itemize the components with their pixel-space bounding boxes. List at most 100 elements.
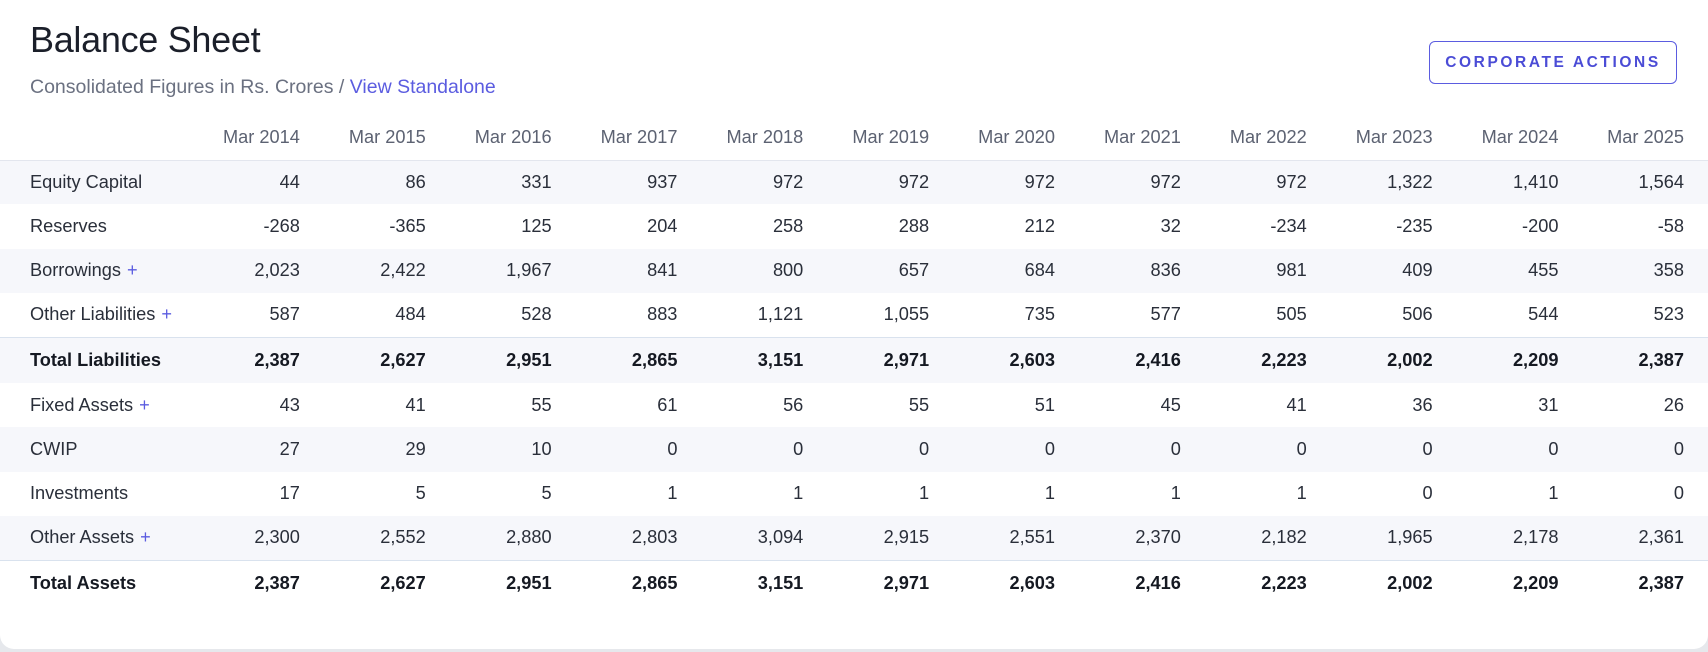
value-cell: 2,209 — [1512, 573, 1559, 594]
table-body: Equity Capital 44 86 331 937 972 972 972 972 972 1… — [0, 160, 1708, 606]
row-label-cell: Total Assets — [0, 560, 200, 606]
value-cell: 506 — [1402, 304, 1433, 325]
expand-plus-icon[interactable]: + — [140, 527, 151, 548]
value-cell: 2,627 — [325, 337, 452, 384]
value-cell: 45 — [1160, 394, 1181, 415]
value-cell: 972 — [703, 160, 830, 205]
row-label: Total Liabilities — [30, 349, 162, 370]
value-cell: 0 — [1458, 427, 1585, 472]
value-cell: 125 — [521, 215, 552, 236]
value-cell: 43 — [279, 394, 300, 415]
value-cell: 2,416 — [1081, 337, 1207, 384]
table-row[interactable]: Other Assets +2,300 2,552 2,880 2,803 3,094 2,… — [0, 516, 1708, 561]
value-cell: 2,223 — [1261, 573, 1307, 594]
value-cell: 1 — [1044, 483, 1056, 504]
value-cell: 505 — [1276, 304, 1307, 325]
row-label-cell: Equity Capital — [0, 160, 200, 205]
value-cell: 26 — [1663, 394, 1684, 415]
value-cell: 1,055 — [883, 304, 930, 325]
value-cell: 2,551 — [955, 516, 1082, 561]
view-standalone-link[interactable]: View Standalone — [349, 76, 496, 98]
corporate-actions-button[interactable]: CORPORATE ACTIONS — [1429, 41, 1677, 84]
value-cell: 1,410 — [1458, 160, 1585, 205]
row-label: Total Assets — [30, 573, 137, 594]
value-cell: 2,971 — [883, 573, 930, 594]
table-row: CWIP 27 29 10 0 0 0 0 0 0 0 0 0 — [0, 427, 1708, 472]
value-cell: 29 — [325, 427, 452, 472]
value-cell: 55 — [908, 394, 930, 415]
column-header: Mar 2021 — [1081, 116, 1207, 161]
value-cell: 1 — [1170, 483, 1181, 504]
value-cell: 0 — [829, 427, 956, 472]
value-cell: 836 — [1081, 248, 1207, 293]
value-cell: 2,971 — [829, 337, 956, 384]
value-cell: 577 — [1150, 304, 1181, 325]
value-cell: 31 — [1538, 394, 1559, 415]
row-label: CWIP — [30, 439, 78, 460]
table-row[interactable]: Fixed Assets +43 41 55 61 56 55 51 45 41 36 31 26 — [0, 383, 1708, 427]
value-cell: 2,361 — [1584, 516, 1708, 561]
column-header: Mar 2023 — [1332, 116, 1459, 161]
balance-sheet-table: Mar 2014 Mar 2015 Mar 2016 Mar 2017 Mar 2018… — [0, 116, 1708, 606]
value-cell: 41 — [405, 394, 426, 415]
value-cell: 2,552 — [325, 516, 452, 561]
value-cell: 2,178 — [1458, 516, 1585, 561]
row-label-cell[interactable]: Other Assets + — [0, 516, 200, 561]
value-cell: 51 — [1034, 394, 1056, 415]
value-cell: 2,387 — [254, 573, 300, 594]
value-cell: 2,002 — [1332, 337, 1459, 384]
total-row: Total Liabilities 2,387 2,627 2,951 2,865 3,1… — [0, 337, 1708, 384]
value-cell: 981 — [1206, 248, 1333, 293]
value-cell: 1 — [667, 483, 678, 504]
value-cell: 2,422 — [325, 248, 452, 293]
value-cell: 2,915 — [829, 516, 956, 561]
page-title: Balance Sheet — [30, 19, 261, 60]
value-cell: 2,370 — [1081, 516, 1207, 561]
row-label: Fixed Assets — [30, 394, 134, 415]
value-cell: 5 — [415, 483, 426, 504]
value-cell: 684 — [955, 248, 1082, 293]
expand-plus-icon[interactable]: + — [139, 394, 150, 415]
value-cell: 937 — [577, 160, 704, 205]
value-cell: 2,416 — [1135, 573, 1181, 594]
row-label: Other Liabilities — [30, 304, 156, 325]
row-label-cell[interactable]: Fixed Assets + — [0, 383, 200, 427]
value-cell: 972 — [829, 160, 956, 205]
value-cell: 288 — [898, 215, 930, 236]
row-label-cell: CWIP — [0, 427, 200, 472]
value-cell: 544 — [1528, 304, 1559, 325]
value-cell: 2,951 — [506, 573, 552, 594]
value-cell: 735 — [1024, 304, 1056, 325]
value-cell: 2,300 — [200, 516, 326, 561]
value-cell: 455 — [1458, 248, 1585, 293]
value-cell: 0 — [1673, 483, 1684, 504]
value-cell: -58 — [1657, 215, 1684, 236]
subtitle-text: Consolidated Figures in Rs. Crores — [30, 76, 334, 98]
expand-plus-icon[interactable]: + — [161, 304, 172, 325]
row-label-cell: Reserves — [0, 204, 200, 248]
value-cell: 3,151 — [703, 337, 830, 384]
value-cell: 2,387 — [1638, 573, 1684, 594]
value-cell: 212 — [1024, 215, 1056, 236]
column-header: Mar 2022 — [1206, 116, 1333, 161]
value-cell: 1 — [1548, 483, 1559, 504]
table-row[interactable]: Borrowings +2,023 2,422 1,967 841 800 657 684 83… — [0, 248, 1708, 293]
subtitle-separator: / — [338, 76, 345, 98]
row-label-cell[interactable]: Other Liabilities + — [0, 293, 200, 337]
value-cell: 1,965 — [1332, 516, 1459, 561]
row-label: Investments — [30, 483, 129, 504]
column-header: Mar 2019 — [829, 116, 956, 161]
row-label: Reserves — [30, 215, 107, 236]
table-row[interactable]: Other Liabilities +587 484 528 883 1,121 1,055… — [0, 293, 1708, 337]
row-label-cell[interactable]: Borrowings + — [0, 248, 200, 293]
expand-plus-icon[interactable]: + — [126, 260, 138, 281]
value-cell: 331 — [451, 160, 578, 205]
column-header: Mar 2025 — [1584, 116, 1708, 161]
row-label: Other Assets — [30, 527, 135, 548]
value-cell: -200 — [1522, 215, 1559, 236]
value-cell: 86 — [325, 160, 452, 205]
value-cell: 2,880 — [451, 516, 578, 561]
value-cell: 204 — [647, 215, 678, 236]
value-cell: 528 — [521, 304, 552, 325]
